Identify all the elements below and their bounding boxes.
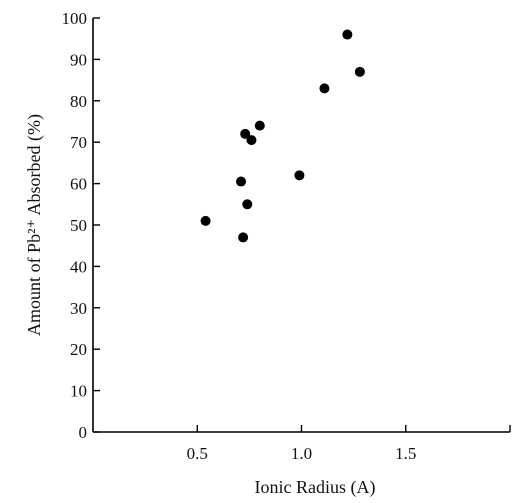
y-tick-label: 20 [70, 340, 87, 359]
y-tick-label: 80 [70, 92, 87, 111]
data-point [342, 29, 353, 40]
x-tick-label: 1.5 [395, 444, 416, 463]
x-tick-label: 0.5 [187, 444, 208, 463]
data-point [246, 135, 257, 146]
data-point [354, 66, 365, 77]
y-ticks: 0 10 20 30 40 50 60 70 80 90 100 [62, 9, 100, 442]
x-tick-label: 1.0 [291, 444, 312, 463]
data-point [294, 170, 305, 181]
y-tick-label: 10 [70, 382, 87, 401]
x-ticks: 0.5 1.0 1.5 [187, 425, 511, 463]
data-point [319, 83, 330, 94]
data-point [254, 120, 265, 131]
y-tick-label: 50 [70, 216, 87, 235]
data-point [236, 176, 247, 187]
y-tick-label: 60 [70, 175, 87, 194]
y-tick-label: 40 [70, 257, 87, 276]
y-tick-label: 90 [70, 50, 87, 69]
y-axis-title: Amount of Pb²⁺ Absorbed (%) [24, 114, 45, 336]
y-tick-label: 30 [70, 299, 87, 318]
y-tick-label: 70 [70, 133, 87, 152]
data-points [200, 29, 365, 243]
data-point [238, 232, 249, 243]
x-axis-title: Ionic Radius (A) [255, 477, 376, 498]
y-tick-label: 100 [62, 9, 88, 28]
y-tick-label: 0 [79, 423, 88, 442]
data-point [242, 199, 253, 210]
axes [92, 18, 510, 433]
data-point [200, 215, 211, 226]
data-point [240, 128, 251, 139]
